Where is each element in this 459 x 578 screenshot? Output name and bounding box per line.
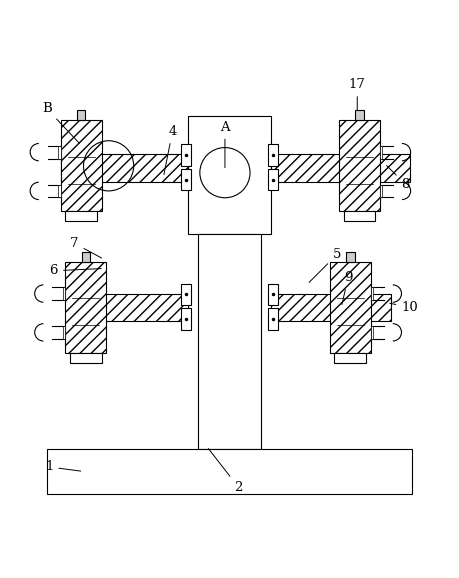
Text: 4: 4 — [164, 125, 177, 175]
Text: 1: 1 — [45, 461, 81, 473]
Bar — [346, 251, 354, 262]
Text: 6: 6 — [50, 264, 101, 277]
Bar — [72, 294, 189, 321]
Bar — [181, 307, 191, 329]
Bar — [189, 116, 270, 234]
Bar — [380, 184, 382, 197]
Bar — [268, 284, 278, 305]
Bar — [63, 287, 65, 300]
Bar — [330, 262, 371, 353]
Bar — [268, 169, 278, 191]
Bar — [65, 212, 97, 221]
Bar — [339, 120, 380, 212]
Bar — [270, 294, 392, 321]
Bar — [70, 353, 102, 363]
Bar — [82, 251, 90, 262]
Text: 8: 8 — [386, 165, 409, 191]
Bar — [270, 154, 410, 182]
Text: 10: 10 — [390, 301, 418, 314]
Bar — [58, 146, 61, 158]
Text: 7: 7 — [70, 237, 101, 258]
Bar — [371, 326, 373, 339]
Bar — [181, 169, 191, 191]
Text: A: A — [220, 121, 230, 168]
Bar — [355, 110, 364, 120]
Bar — [371, 287, 373, 300]
Bar — [197, 234, 262, 449]
Bar — [343, 212, 375, 221]
Bar — [181, 144, 191, 166]
Bar — [47, 449, 412, 494]
Text: 2: 2 — [208, 449, 243, 494]
Bar — [380, 146, 382, 158]
Bar — [65, 262, 106, 353]
Text: 17: 17 — [349, 78, 366, 110]
Bar — [58, 184, 61, 197]
Bar — [181, 284, 191, 305]
Bar — [268, 144, 278, 166]
Bar — [77, 110, 85, 120]
Text: B: B — [42, 102, 79, 143]
Bar — [335, 353, 366, 363]
Text: 9: 9 — [342, 271, 353, 305]
Bar — [61, 120, 102, 212]
Text: 5: 5 — [309, 249, 341, 283]
Bar — [61, 154, 189, 182]
Bar — [268, 307, 278, 329]
Bar — [63, 326, 65, 339]
